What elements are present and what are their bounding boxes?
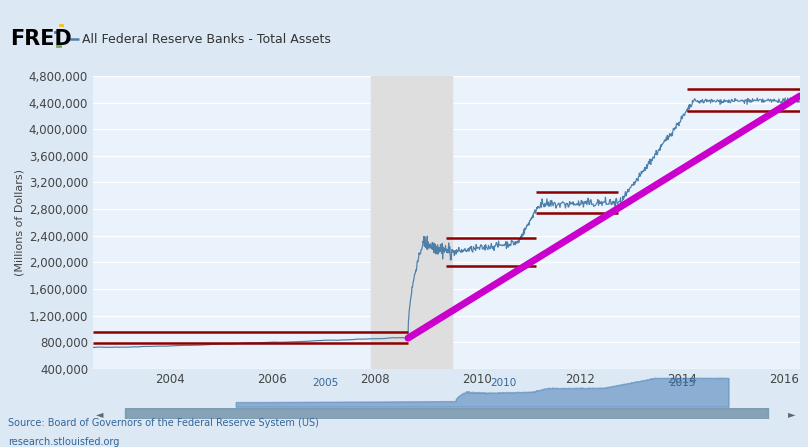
Text: 2010: 2010 bbox=[490, 378, 516, 388]
Text: Source: Board of Governors of the Federal Reserve System (US): Source: Board of Governors of the Federa… bbox=[8, 418, 319, 428]
Text: research.stlouisfed.org: research.stlouisfed.org bbox=[8, 437, 120, 447]
Text: 2005: 2005 bbox=[312, 378, 338, 388]
Y-axis label: (Millions of Dollars): (Millions of Dollars) bbox=[15, 169, 24, 276]
Text: FRED: FRED bbox=[10, 30, 71, 49]
Bar bbox=[371, 76, 452, 369]
Text: ◄: ◄ bbox=[96, 409, 104, 419]
Text: ►: ► bbox=[788, 409, 795, 419]
Text: 2015: 2015 bbox=[669, 378, 695, 388]
Text: All Federal Reserve Banks - Total Assets: All Federal Reserve Banks - Total Assets bbox=[82, 33, 330, 46]
